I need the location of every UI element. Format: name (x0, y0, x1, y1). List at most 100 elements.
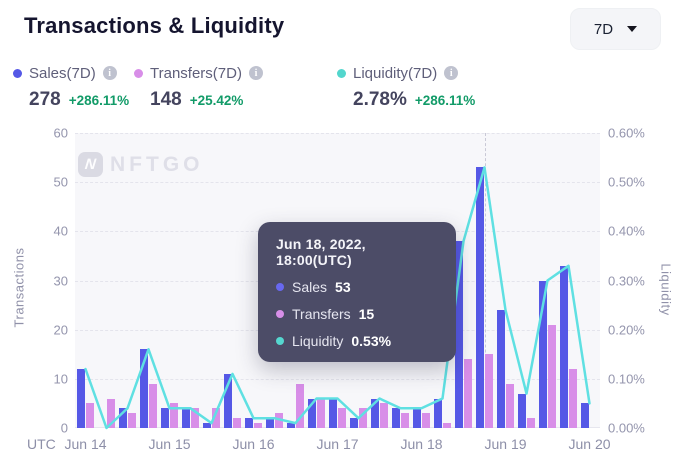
y-tick-left: 60 (53, 125, 68, 141)
bar-transfers[interactable] (443, 423, 451, 428)
bar-sales[interactable] (539, 280, 547, 428)
bar-sales[interactable] (434, 398, 442, 428)
bar-transfers[interactable] (233, 418, 241, 428)
bar-sales[interactable] (161, 408, 169, 428)
metric-change: +286.11% (414, 93, 476, 108)
bar-sales[interactable] (581, 403, 589, 428)
bar-transfers[interactable] (107, 398, 115, 428)
bar-sales[interactable] (224, 373, 232, 428)
sales-dot-icon (13, 68, 22, 78)
metric-label: Liquidity(7D) (353, 64, 438, 82)
y-tick-left: 0 (60, 420, 68, 436)
y-tick-right: 0.50% (608, 174, 645, 190)
metric-value: 2.78% (353, 89, 407, 110)
bar-sales[interactable] (203, 423, 211, 428)
bar-transfers[interactable] (212, 408, 220, 428)
bar-transfers[interactable] (569, 369, 577, 428)
bar-transfers[interactable] (275, 413, 283, 428)
bar-transfers[interactable] (422, 413, 430, 428)
bar-sales[interactable] (140, 349, 148, 428)
tooltip-row-transfers: Transfers 15 (276, 306, 438, 322)
bar-sales[interactable] (476, 167, 484, 428)
nftgo-watermark: N NFTGO (78, 152, 204, 177)
nftgo-logo-icon: N (78, 152, 103, 177)
bar-sales[interactable] (308, 398, 316, 428)
bar-transfers[interactable] (254, 423, 262, 428)
tooltip-anchor-line (484, 133, 486, 428)
tooltip-row-liquidity: Liquidity 0.53% (276, 333, 438, 349)
x-tick-label: Jun 17 (316, 436, 359, 452)
bar-transfers[interactable] (506, 383, 514, 428)
bar-transfers[interactable] (548, 324, 556, 428)
tooltip-timestamp: Jun 18, 2022, 18:00(UTC) (276, 236, 366, 268)
bar-sales[interactable] (182, 408, 190, 428)
info-icon[interactable]: i (248, 66, 263, 80)
x-tick-label: Jun 16 (232, 436, 275, 452)
bar-transfers[interactable] (128, 413, 136, 428)
bar-transfers[interactable] (527, 418, 535, 428)
bar-transfers[interactable] (170, 403, 178, 428)
y-axis-title-liquidity: Liquidity (658, 263, 674, 316)
bar-sales[interactable] (371, 398, 379, 428)
info-icon[interactable]: i (444, 66, 459, 80)
metric-label: Transfers(7D) (150, 64, 242, 82)
gridline (75, 378, 600, 380)
x-axis-prefix: UTC (27, 436, 56, 452)
x-tick-label: Jun 14 (64, 436, 107, 452)
metric-change: +25.42% (189, 93, 244, 108)
bar-sales[interactable] (392, 408, 400, 428)
bar-sales[interactable] (560, 265, 568, 428)
y-tick-right: 0.30% (608, 273, 645, 288)
metric-transfers[interactable]: Transfers(7D) i 148 +25.42% (134, 63, 263, 111)
bar-transfers[interactable] (191, 408, 199, 428)
bar-sales[interactable] (245, 418, 253, 428)
bar-sales[interactable] (518, 393, 526, 428)
y-tick-right: 0.40% (608, 223, 645, 239)
bar-transfers[interactable] (338, 408, 346, 428)
bar-sales[interactable] (119, 408, 127, 428)
chevron-down-icon (627, 26, 638, 32)
bar-sales[interactable] (497, 310, 505, 428)
bar-transfers[interactable] (380, 403, 388, 428)
x-tick-label: Jun 15 (148, 436, 191, 452)
bar-transfers[interactable] (317, 398, 325, 428)
y-tick-right: 0.00% (608, 420, 645, 436)
bar-transfers[interactable] (86, 403, 94, 428)
y-tick-right: 0.10% (608, 371, 645, 387)
gridline (75, 427, 600, 428)
bar-transfers[interactable] (359, 408, 367, 428)
tooltip-row-sales: Sales 53 (276, 279, 438, 295)
x-tick-label: Jun 19 (484, 436, 527, 452)
bar-transfers[interactable] (296, 383, 304, 428)
bar-sales[interactable] (266, 418, 274, 428)
page-title: Transactions & Liquidity (24, 13, 285, 38)
nftgo-watermark-text: NFTGO (110, 152, 204, 176)
liquidity-line[interactable] (75, 133, 600, 430)
metric-liquidity[interactable]: Liquidity(7D) i 2.78% +286.11% (337, 63, 475, 111)
bar-transfers[interactable] (149, 383, 157, 428)
y-tick-left: 50 (53, 174, 68, 190)
y-tick-left: 20 (53, 322, 68, 338)
info-icon[interactable]: i (102, 66, 117, 80)
y-tick-left: 40 (53, 223, 68, 239)
bar-transfers[interactable] (464, 359, 472, 428)
bar-sales[interactable] (350, 418, 358, 428)
metric-value: 148 (150, 89, 182, 110)
bar-sales[interactable] (413, 408, 421, 428)
bar-sales[interactable] (77, 369, 85, 428)
x-tick-label: Jun 18 (400, 436, 443, 452)
bar-sales[interactable] (329, 398, 337, 428)
transfers-dot-icon (276, 310, 284, 318)
chart-plot-area[interactable]: N NFTGO (75, 133, 600, 430)
metric-sales[interactable]: Sales(7D) i 278 +286.11% (13, 63, 129, 111)
transfers-dot-icon (134, 68, 143, 78)
y-tick-right: 0.60% (608, 125, 645, 141)
bar-sales[interactable] (287, 423, 295, 428)
time-range-dropdown[interactable]: 7D (570, 8, 661, 50)
bar-sales[interactable] (455, 241, 463, 428)
y-tick-left: 30 (53, 273, 68, 288)
metric-value: 278 (29, 89, 61, 110)
bar-transfers[interactable] (485, 354, 493, 428)
bar-transfers[interactable] (401, 413, 409, 428)
